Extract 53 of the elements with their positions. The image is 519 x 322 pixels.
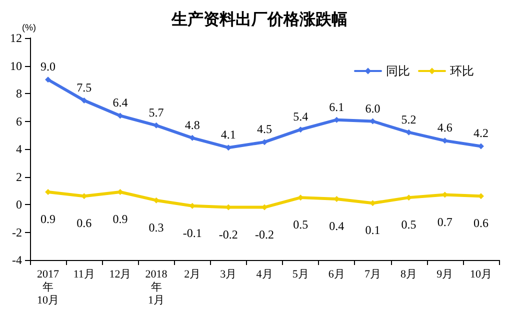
y-tick-label: 8	[16, 86, 22, 100]
data-label: 0.9	[40, 212, 56, 226]
x-tick-label: 4月	[256, 268, 273, 280]
data-label: 4.2	[473, 126, 488, 140]
x-tick-label: 9月	[436, 268, 454, 280]
x-tick-label: 2017 年 10月	[37, 268, 60, 306]
data-label: 5.2	[401, 112, 416, 126]
data-label: 0.9	[112, 212, 128, 226]
legend-label: 环比	[450, 64, 474, 78]
data-label: 0.5	[293, 218, 308, 232]
y-tick-label: 4	[16, 142, 22, 156]
data-label: 4.1	[220, 128, 236, 142]
data-label: 0.5	[401, 218, 416, 232]
y-tick-label: 6	[16, 114, 22, 128]
point	[45, 76, 52, 83]
data-label: 5.7	[148, 105, 164, 120]
x-tick-label: 11月	[73, 268, 95, 280]
data-label: 0.6	[473, 216, 488, 230]
y-tick-label: 10	[10, 58, 22, 73]
data-label: 0.1	[365, 223, 380, 238]
data-label: 0.6	[76, 216, 92, 230]
data-label: 4.8	[184, 118, 200, 132]
x-tick-label: 2018 年 1月	[145, 268, 168, 306]
data-label: 4.5	[257, 122, 272, 136]
data-label: 5.4	[293, 110, 308, 124]
data-label: 6.1	[329, 100, 344, 114]
x-tick-label: 5月	[292, 268, 309, 280]
data-label: 7.5	[76, 80, 92, 94]
x-tick-label: 8月	[400, 268, 418, 280]
data-label: -0.1	[182, 226, 202, 240]
y-axis-title: (%)	[22, 22, 36, 33]
x-tick-label: 12月	[109, 268, 132, 280]
x-tick-label: 6月	[328, 268, 345, 280]
data-label: 0.3	[148, 220, 164, 234]
data-label: 6.4	[112, 96, 128, 110]
x-tick-label: 3月	[220, 268, 237, 280]
legend-label: 同比	[386, 64, 410, 78]
y-tick-label: 0	[16, 198, 22, 212]
data-label: 9.0	[40, 60, 56, 74]
y-tick-label: 2	[16, 170, 22, 184]
x-tick-label: 7月	[364, 268, 381, 280]
data-label: -0.2	[255, 227, 274, 242]
data-label: 4.6	[437, 120, 452, 135]
y-tick-label: -4	[12, 253, 22, 267]
data-label: 0.7	[437, 214, 452, 229]
data-label: -0.2	[218, 227, 238, 242]
chart-title: 生产资料出厂价格涨跌幅	[170, 10, 348, 28]
y-tick-label: -2	[12, 225, 22, 240]
data-label: 6.0	[365, 101, 380, 116]
x-tick-label: 10月	[470, 268, 492, 280]
x-tick-label: 2月	[184, 268, 201, 280]
data-label: 0.4	[329, 218, 344, 233]
y-tick-label: 12	[10, 31, 22, 45]
